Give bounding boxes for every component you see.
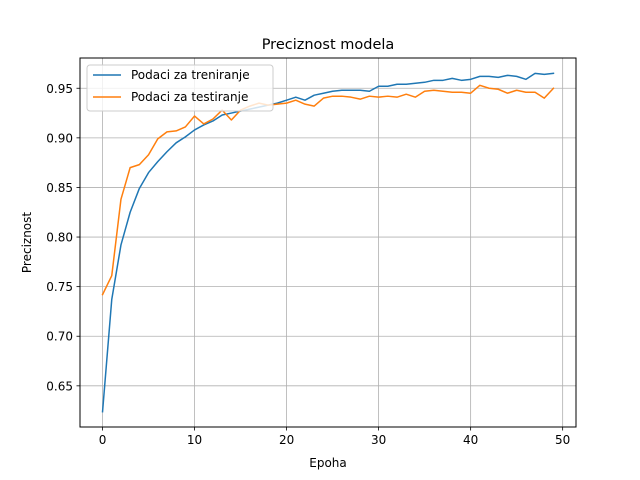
legend-label-training: Podaci za treniranje: [131, 68, 250, 82]
series-line-training: [101, 72, 555, 413]
y-tick-label: 0.90: [46, 131, 73, 145]
axis-ticks: 0 10 20 30 40 50 0.65 0.70 0.75 0.80 0.85 0.90 0.95: [46, 82, 570, 447]
grid: [80, 58, 576, 427]
y-tick-label: 0.70: [46, 330, 73, 344]
x-axis-title: Epoha: [309, 456, 347, 470]
y-tick-label: 0.95: [46, 82, 73, 96]
y-tick-label: 0.80: [46, 231, 73, 245]
x-tick-label: 20: [279, 433, 294, 447]
chart-title: Preciznost modela: [262, 37, 395, 53]
y-axis-title: Preciznost: [20, 212, 34, 274]
y-tick-label: 0.85: [46, 181, 73, 195]
series-line-testing: [101, 84, 555, 296]
legend: Podaci za treniranje Podaci za testiranj…: [86, 64, 274, 112]
y-tick-label: 0.75: [46, 280, 73, 294]
plot-area: [80, 58, 576, 427]
x-tick-label: 10: [187, 433, 202, 447]
y-tick-label: 0.65: [46, 379, 73, 393]
plot-frame: [79, 57, 577, 428]
series-lines: [101, 72, 555, 413]
legend-label-testing: Podaci za testiranje: [131, 90, 248, 104]
x-tick-label: 50: [555, 433, 570, 447]
legend-box: [86, 64, 274, 112]
x-tick-label: 40: [463, 433, 478, 447]
x-tick-label: 30: [371, 433, 386, 447]
x-tick-label: 0: [99, 433, 107, 447]
